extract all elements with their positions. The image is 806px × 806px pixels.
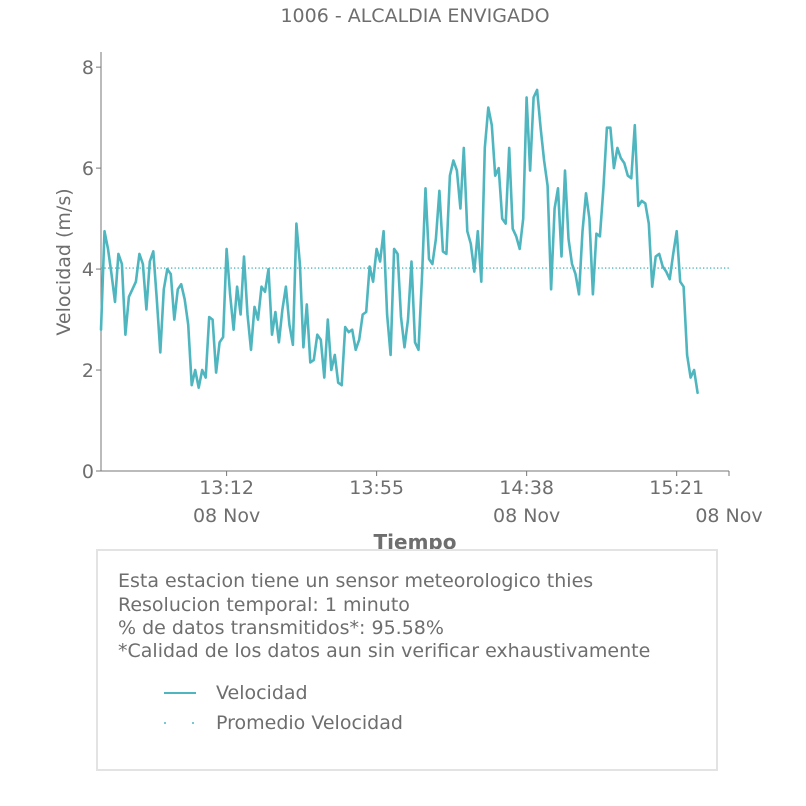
legend-label-velocidad: Velocidad: [216, 682, 308, 704]
y-tick-label: 2: [82, 360, 94, 382]
plot-axes: [100, 52, 729, 472]
x-tick-label: 14:38: [499, 477, 554, 499]
y-tick-label: 8: [82, 57, 94, 79]
series-velocidad-line: [99, 88, 699, 395]
legend-item-promedio: Promedio Velocidad: [162, 711, 403, 735]
info-panel: Esta estacion tiene un sensor meteorolog…: [96, 549, 718, 771]
x-tick-label: 15:21: [649, 477, 704, 499]
legend-label-promedio: Promedio Velocidad: [216, 712, 403, 734]
legend-item-velocidad: Velocidad: [162, 681, 308, 705]
info-resolution-text: Resolucion temporal: 1 minuto: [118, 594, 410, 616]
x-tick-date-label: 08 Nov: [493, 505, 560, 527]
info-transmitted-text: % de datos transmitidos*: 95.58%: [118, 617, 444, 639]
y-tick-label: 6: [82, 158, 94, 180]
info-sensor-text: Esta estacion tiene un sensor meteorolog…: [118, 570, 594, 592]
x-tick-label: 13:12: [199, 477, 254, 499]
legend-solid-line-icon: [162, 683, 198, 703]
x-end-date-label: 08 Nov: [695, 505, 762, 527]
y-tick-label: 4: [82, 259, 94, 281]
y-axis-ticks: 0 2 4 6 8: [82, 57, 101, 483]
legend-dotted-line-icon: [162, 713, 198, 733]
chart-title: 1006 - ALCALDIA ENVIGADO: [280, 5, 549, 27]
x-axis-ticks: 13:12 08 Nov 13:55 14:38 08 Nov 15:21 08 Nov: [193, 471, 763, 527]
y-axis-title: Velocidad (m/s): [53, 188, 75, 335]
info-quality-text: *Calidad de los datos aun sin verificar …: [118, 640, 651, 662]
y-tick-label: 0: [82, 461, 94, 483]
x-tick-date-label: 08 Nov: [193, 505, 260, 527]
x-tick-label: 13:55: [349, 477, 404, 499]
series-group: [99, 88, 699, 395]
